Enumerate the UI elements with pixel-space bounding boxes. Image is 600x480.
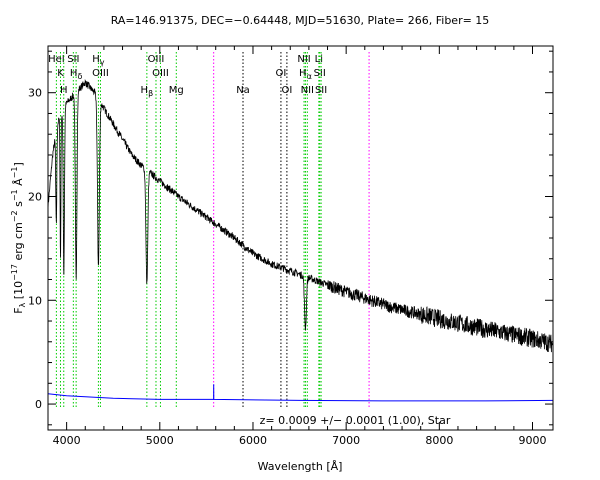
absorption-line-marker-label: Hβ <box>141 85 154 98</box>
y-tick-label: 10 <box>28 294 42 307</box>
line-markers: HeIKHSIIHδHγOIIIHβOIIIOIIIMgNIIHαNIILiSI… <box>48 52 370 408</box>
axes: 4000 5000 6000 7000 8000 9000 0 10 20 30 <box>28 45 554 447</box>
x-tick-label: 8000 <box>425 434 453 447</box>
absorption-line-marker-label: OIII <box>152 68 169 79</box>
y-tick-label: 0 <box>35 398 42 411</box>
error-spectrum-line <box>47 384 554 402</box>
absorption-line-marker-label: Mg <box>169 85 184 96</box>
spectrum-line <box>47 78 554 353</box>
plot-frame <box>47 45 554 431</box>
chart-title: RA=146.91375, DEC=−0.64448, MJD=51630, P… <box>111 14 490 27</box>
absorption-line-marker-label: NII <box>301 85 314 96</box>
x-tick-label: 7000 <box>332 434 360 447</box>
absorption-line-marker-label: Hα <box>299 68 312 81</box>
absorption-line-marker-label: K <box>57 68 64 79</box>
emission-line-marker-label: Na <box>236 85 250 96</box>
absorption-line-marker-label: Hδ <box>70 68 83 81</box>
absorption-line-marker-label: SII <box>67 54 79 65</box>
y-tick-label: 20 <box>28 190 42 203</box>
series-layer <box>47 78 554 402</box>
absorption-line-marker-label: H <box>60 85 68 96</box>
absorption-line-marker-label: Li <box>315 54 323 65</box>
y-tick-label: 30 <box>28 87 42 100</box>
absorption-line-marker-label: SII <box>315 85 327 96</box>
y-axis-label: Fλ [10−17 erg cm−2 s−1 Å−1] <box>10 162 27 314</box>
absorption-line-marker-label: OIII <box>148 54 165 65</box>
emission-line-marker-label: OI <box>276 68 287 79</box>
x-tick-label: 9000 <box>519 434 547 447</box>
x-tick-label: 5000 <box>146 434 174 447</box>
emission-line-marker-label: OI <box>281 85 292 96</box>
absorption-line-marker-label: OIII <box>92 68 109 79</box>
absorption-line-marker-label: NII <box>297 54 310 65</box>
x-tick-label: 4000 <box>53 434 81 447</box>
x-tick-label: 6000 <box>239 434 267 447</box>
absorption-line-marker-label: SII <box>314 68 326 79</box>
absorption-line-marker-label: HeI <box>48 54 65 65</box>
x-axis-label: Wavelength [Å] <box>258 460 343 473</box>
absorption-line-marker-label: Hγ <box>92 54 105 67</box>
redshift-label: z= 0.0009 +/− 0.0001 (1.00), Star <box>260 414 451 427</box>
